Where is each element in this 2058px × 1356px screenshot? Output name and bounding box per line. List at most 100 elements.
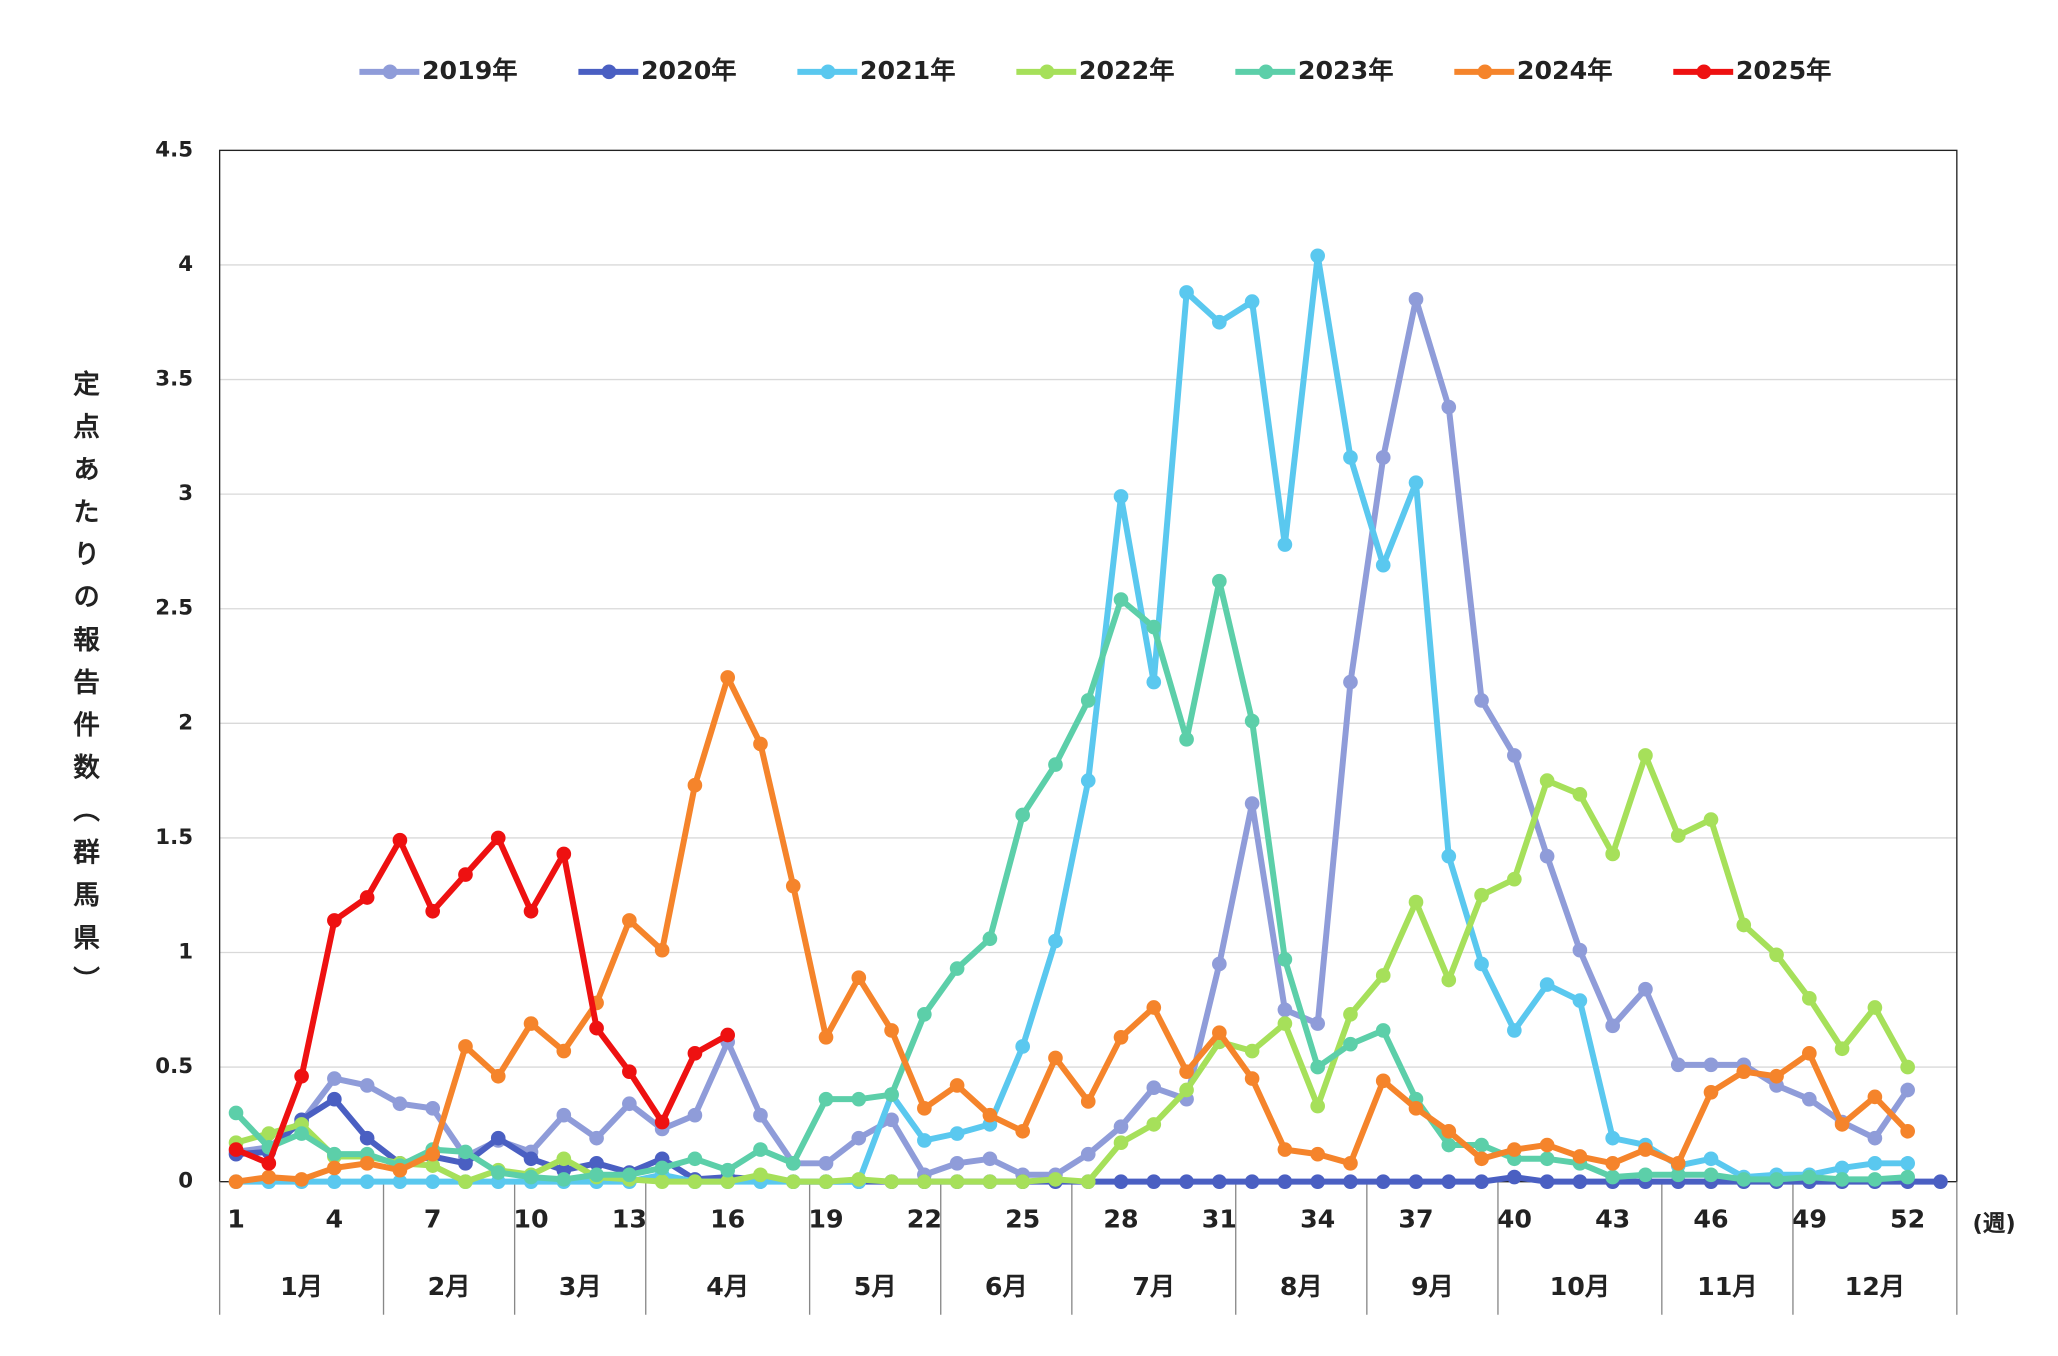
- data-point: [917, 1133, 932, 1148]
- y-tick-label: 0.5: [155, 1054, 193, 1079]
- data-point: [425, 1146, 441, 1162]
- data-point: [622, 1096, 637, 1112]
- data-point: [687, 1046, 703, 1061]
- data-point: [1408, 894, 1424, 910]
- data-point: [884, 1023, 899, 1038]
- data-point: [1802, 1046, 1817, 1061]
- data-point: [1572, 942, 1588, 958]
- data-point: [1834, 1172, 1850, 1187]
- data-point: [1310, 248, 1325, 264]
- data-point: [1703, 1084, 1719, 1100]
- data-point: [1080, 773, 1096, 788]
- data-point: [1375, 1023, 1391, 1038]
- data-point: [1474, 956, 1489, 972]
- data-point: [261, 1156, 277, 1171]
- data-point: [982, 1107, 998, 1123]
- x-tick-label: 7: [424, 1204, 442, 1233]
- month-label: 3月: [559, 1272, 602, 1301]
- x-tick-label: 43: [1595, 1204, 1630, 1233]
- data-point: [1310, 1174, 1325, 1189]
- data-point: [589, 1020, 604, 1036]
- data-point: [1900, 1156, 1915, 1171]
- data-point: [589, 1156, 604, 1171]
- month-label: 10月: [1550, 1272, 1610, 1301]
- data-point: [359, 890, 375, 905]
- series-line: [235, 674, 1910, 1185]
- legend-label: 2024年: [1517, 56, 1613, 85]
- data-point: [1638, 1142, 1653, 1157]
- data-point: [687, 1174, 703, 1189]
- data-point: [1343, 450, 1358, 465]
- data-point: [1212, 1025, 1227, 1041]
- data-point: [818, 1174, 834, 1189]
- data-point: [917, 1174, 932, 1189]
- data-point: [1113, 489, 1129, 504]
- data-point: [392, 832, 408, 848]
- data-point: [1244, 713, 1260, 729]
- data-point: [1244, 1174, 1260, 1189]
- data-point: [1605, 1156, 1620, 1171]
- data-point: [1080, 693, 1096, 708]
- data-point: [1769, 1068, 1784, 1084]
- data-point: [1048, 1172, 1063, 1187]
- data-point: [1867, 1130, 1883, 1146]
- legend-marker: [601, 64, 617, 80]
- data-point: [1474, 1174, 1489, 1189]
- y-tick-label: 3: [178, 481, 193, 506]
- data-point: [392, 1162, 408, 1178]
- data-point: [1933, 1174, 1948, 1189]
- x-tick-label: 49: [1792, 1204, 1827, 1233]
- data-point: [1244, 1071, 1260, 1086]
- data-point: [1670, 1167, 1686, 1183]
- data-point: [1277, 1002, 1293, 1018]
- data-point: [1507, 1142, 1522, 1157]
- data-point: [1048, 757, 1063, 772]
- legend-marker: [1696, 64, 1712, 80]
- data-point: [1867, 1089, 1883, 1105]
- data-point: [720, 1174, 736, 1189]
- data-point: [687, 1151, 703, 1167]
- data-point: [949, 1156, 965, 1171]
- data-point: [785, 878, 801, 894]
- data-point: [490, 1165, 506, 1180]
- data-point: [1277, 952, 1293, 967]
- legend-label: 2020年: [641, 56, 737, 85]
- data-point: [851, 1091, 867, 1107]
- data-point: [1015, 807, 1031, 823]
- data-point: [556, 1151, 572, 1167]
- data-point: [1670, 1156, 1686, 1171]
- data-point: [327, 1071, 342, 1086]
- data-point: [884, 1112, 899, 1128]
- data-point: [359, 1130, 375, 1146]
- data-point: [1900, 1059, 1915, 1075]
- data-point: [1343, 1007, 1358, 1022]
- data-point: [851, 1130, 867, 1146]
- data-point: [556, 846, 572, 862]
- x-tick-label: 40: [1497, 1204, 1532, 1233]
- data-point: [228, 1142, 244, 1157]
- data-point: [1867, 1172, 1883, 1187]
- data-point: [1539, 773, 1555, 788]
- data-point: [851, 970, 867, 986]
- data-point: [622, 1064, 637, 1079]
- data-point: [523, 1016, 539, 1031]
- data-point: [1146, 674, 1162, 690]
- data-point: [1539, 1137, 1555, 1153]
- month-label: 4月: [706, 1272, 749, 1301]
- data-point: [654, 942, 670, 958]
- x-tick-label: 34: [1300, 1204, 1335, 1233]
- data-point: [1015, 1174, 1031, 1189]
- data-point: [1310, 1059, 1325, 1075]
- data-point: [1277, 1016, 1293, 1031]
- data-point: [1507, 1169, 1522, 1185]
- data-point: [1670, 828, 1686, 843]
- data-point: [1605, 1018, 1620, 1034]
- y-tick-label: 4: [178, 252, 193, 277]
- data-point: [359, 1174, 375, 1189]
- data-point: [1736, 1064, 1752, 1079]
- data-point: [1900, 1123, 1915, 1139]
- data-point: [1015, 1123, 1031, 1139]
- month-label: 7月: [1132, 1272, 1175, 1301]
